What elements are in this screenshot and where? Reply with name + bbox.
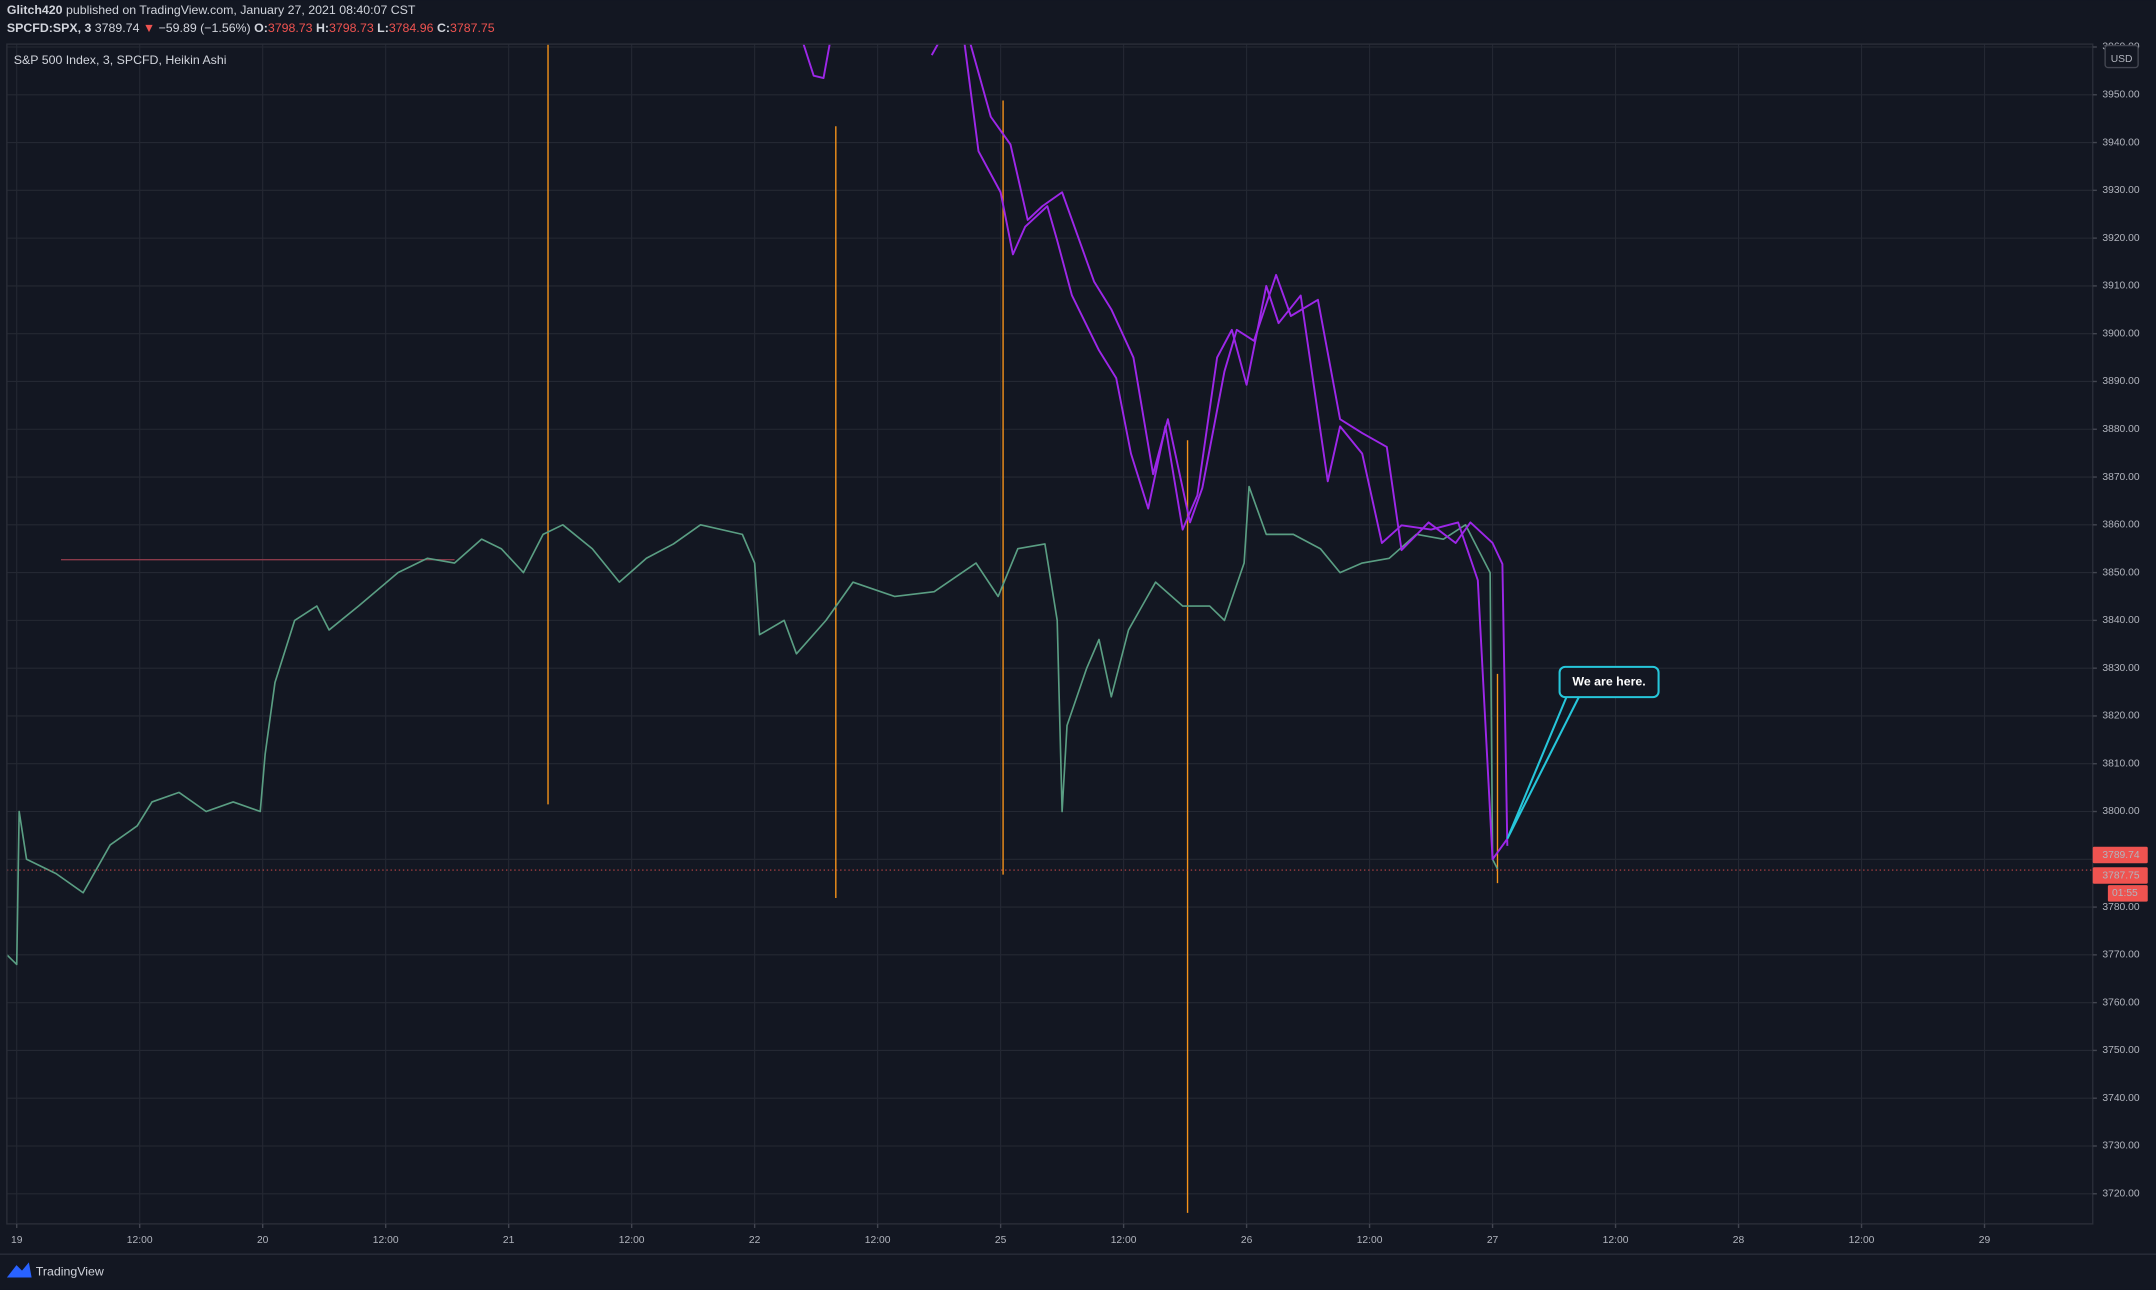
- y-tick-label: 3750.00: [2102, 1045, 2139, 1056]
- price-label: 3789.74: [2102, 850, 2139, 861]
- series-line: [6, 485, 1499, 966]
- y-tick-label: 3850.00: [2102, 567, 2139, 578]
- publish-line: Glitch420 published on TradingView.com, …: [7, 3, 416, 17]
- arrow: ▼: [143, 21, 155, 35]
- quote-line: SPCFD:SPX, 3 3789.74 ▼ −59.89 (−1.56%) O…: [7, 21, 495, 35]
- y-tick-label: 3940.00: [2102, 137, 2139, 148]
- y-tick-label: 3930.00: [2102, 185, 2139, 196]
- y-tick-label: 3810.00: [2102, 758, 2139, 769]
- ohlc-value: 3787.75: [450, 21, 495, 35]
- y-tick-label: 3920.00: [2102, 233, 2139, 244]
- x-tick-label: 27: [1487, 1235, 1499, 1246]
- y-tick-label: 3720.00: [2102, 1188, 2139, 1199]
- ohlc-label: C:: [437, 21, 450, 35]
- x-tick-label: 26: [1241, 1235, 1253, 1246]
- ohlc-value: 3798.73: [329, 21, 374, 35]
- y-tick-label: 3820.00: [2102, 711, 2139, 722]
- published: published on TradingView.com, January 27…: [66, 3, 416, 17]
- x-tick-label: 19: [11, 1235, 23, 1246]
- y-tick-label: 3910.00: [2102, 281, 2139, 292]
- ohlc-label: O:: [254, 21, 268, 35]
- price-label-box: [2092, 867, 2148, 884]
- ohlc-value: 3798.73: [268, 21, 313, 35]
- x-tick-label: 21: [503, 1235, 515, 1246]
- change: −59.89 (−1.56%): [159, 21, 251, 35]
- countdown-box: [2107, 885, 2148, 902]
- y-tick-label: 3950.00: [2102, 89, 2139, 100]
- x-tick-label: 12:00: [373, 1235, 399, 1246]
- author: Glitch420: [7, 3, 63, 17]
- y-tick-label: 3890.00: [2102, 376, 2139, 387]
- x-tick-label: 28: [1733, 1235, 1745, 1246]
- y-tick-label: 3800.00: [2102, 806, 2139, 817]
- series-line: [969, 44, 1509, 846]
- y-tick-label: 3900.00: [2102, 328, 2139, 339]
- ohlc-value: 3784.96: [389, 21, 434, 35]
- chart-title: S&P 500 Index, 3, SPCFD, Heikin Ashi: [14, 53, 227, 67]
- y-tick-label: 3780.00: [2102, 902, 2139, 913]
- x-tick-label: 12:00: [1849, 1235, 1875, 1246]
- y-tick-label: 3870.00: [2102, 472, 2139, 483]
- x-tick-label: 22: [749, 1235, 761, 1246]
- callout-pointer: [1506, 696, 1580, 840]
- y-tick-label: 3860.00: [2102, 520, 2139, 531]
- x-tick-label: 25: [995, 1235, 1007, 1246]
- currency-box: [2104, 44, 2139, 69]
- x-tick-label: 12:00: [865, 1235, 891, 1246]
- x-tick-label: 29: [1979, 1235, 1991, 1246]
- plot-border: [6, 43, 2094, 1225]
- last-price: 3789.74: [95, 21, 140, 35]
- callout-text: We are here.: [1572, 674, 1645, 688]
- y-tick-label: 3760.00: [2102, 997, 2139, 1008]
- axes: 3720.00 3730.00 3740.00 3750.00 3760.00 3770.…: [11, 42, 2148, 1246]
- ohlc-label: H:: [316, 21, 329, 35]
- y-tick-label: 3880.00: [2102, 424, 2139, 435]
- y-tick-label: 3830.00: [2102, 663, 2139, 674]
- x-tick-label: 12:00: [619, 1235, 645, 1246]
- y-tick-label: 3840.00: [2102, 615, 2139, 626]
- brand[interactable]: TradingView: [36, 1264, 104, 1278]
- symbol: SPCFD:SPX, 3: [7, 21, 92, 35]
- x-tick-label: 12:00: [1357, 1235, 1383, 1246]
- callout-box: [1558, 665, 1660, 699]
- price-label-box: [2092, 846, 2148, 864]
- price-label: 3787.75: [2102, 870, 2139, 881]
- countdown: 01:55: [2112, 888, 2138, 899]
- currency: USD: [2111, 54, 2133, 65]
- x-tick-label: 12:00: [127, 1235, 153, 1246]
- x-tick-label: 20: [257, 1235, 269, 1246]
- y-tick-label: 3730.00: [2102, 1141, 2139, 1152]
- logo-icon: [6, 1262, 32, 1278]
- x-tick-label: 12:00: [1603, 1235, 1629, 1246]
- y-tick-label: 3740.00: [2102, 1093, 2139, 1104]
- y-tick-label: 3770.00: [2102, 950, 2139, 961]
- plot-area: [6, 44, 2093, 1213]
- series-line: [802, 44, 1509, 861]
- x-tick-label: 12:00: [1111, 1235, 1137, 1246]
- ohlc-label: L:: [377, 21, 389, 35]
